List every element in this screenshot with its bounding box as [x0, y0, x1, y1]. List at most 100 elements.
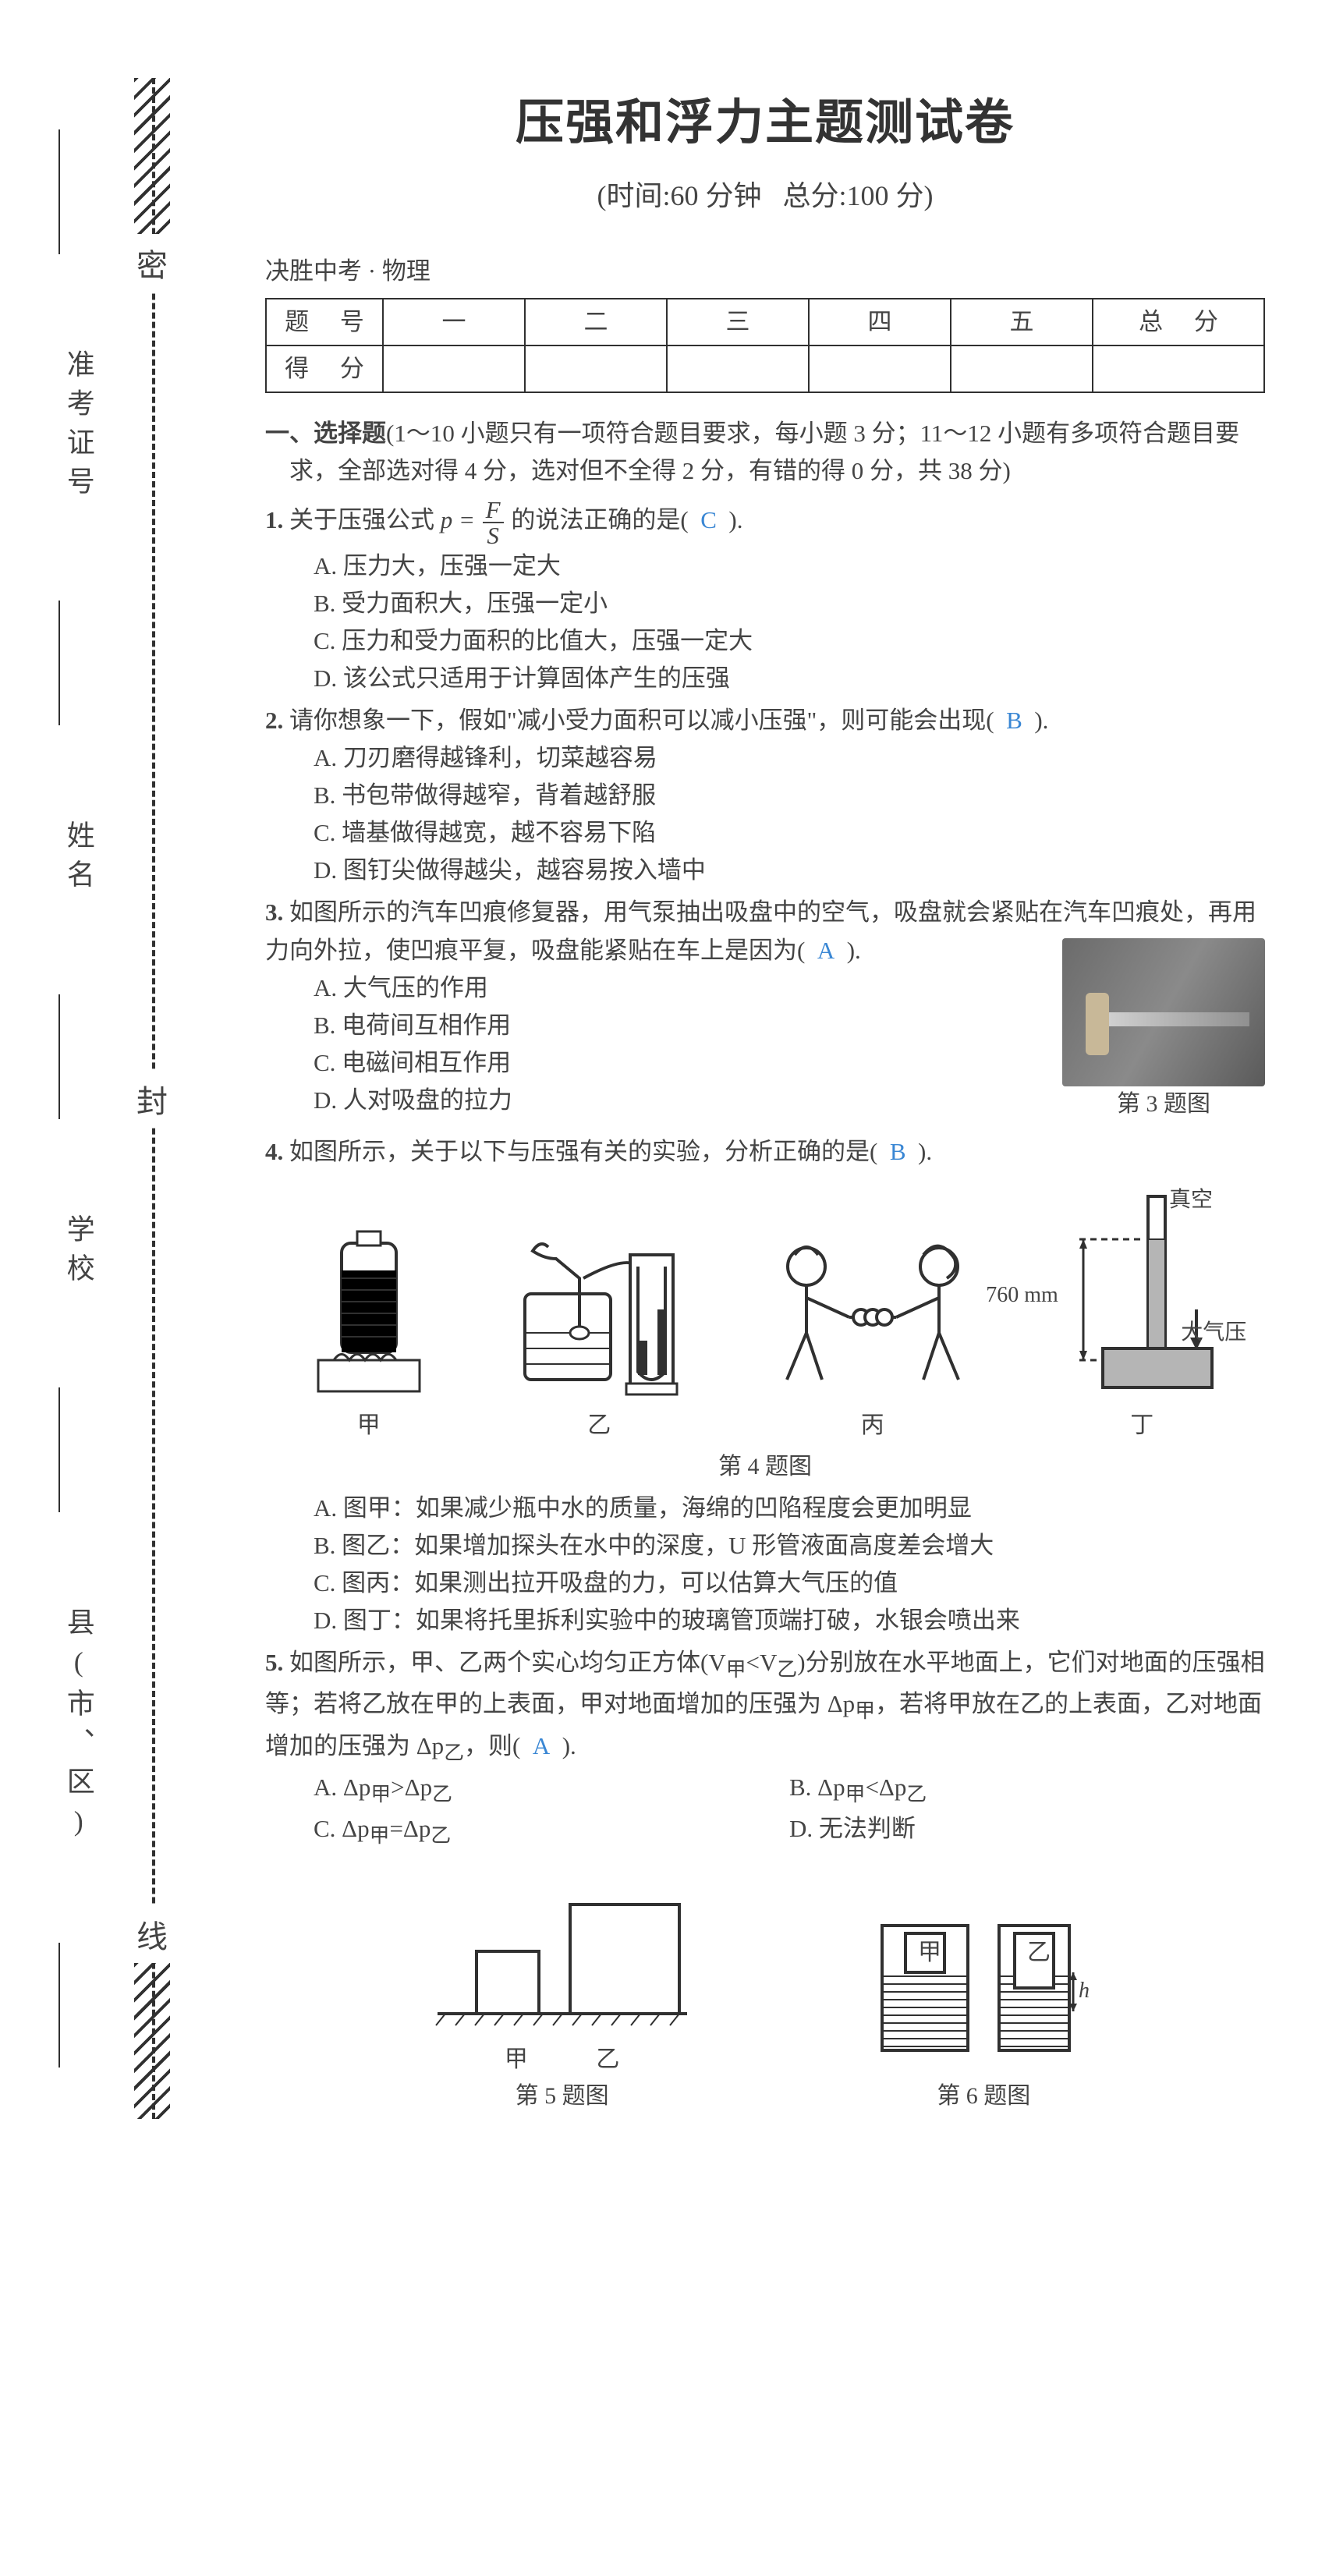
q1-opt-d: D. 该公式只适用于计算固体产生的压强: [314, 660, 1265, 697]
q4-figure-caption: 第 4 题图: [265, 1449, 1265, 1486]
q5-fig-labels: 甲 乙: [422, 2042, 703, 2078]
liquid-columns-icon: 甲 乙 h: [859, 1902, 1108, 2074]
q1-opt-a: A. 压力大，压强一定大: [314, 547, 1265, 585]
q1-answer: C: [700, 506, 717, 533]
exam-content: 压强和浮力主题测试卷 (时间:60 分钟 总分:100 分) 决胜中考 · 物理…: [234, 78, 1281, 2119]
seal-char-feng: 封: [133, 1070, 171, 1128]
q3-number: 3.: [265, 898, 283, 926]
q1-opt-c: C. 压力和受力面积的比值大，压强一定大: [314, 622, 1265, 660]
q2-options: A. 刀刃磨得越锋利，切菜越容易 B. 书包带做得越窄，背着越舒服 C. 墙基做…: [265, 739, 1265, 889]
total-score: 总分:100 分): [783, 180, 934, 211]
q4-stem: 如图所示，关于以下与压强有关的实验，分析正确的是(: [289, 1138, 877, 1165]
q4-fig-d: 真空 丁 760 mm大气压: [1056, 1185, 1228, 1444]
q5-q6-figure-row: 甲 乙 第 5 题图 甲 乙: [265, 1866, 1265, 2114]
q5-stem-a: 如图所示，甲、乙两个实心均匀正方体(V: [289, 1649, 726, 1676]
hatch-decoration: [134, 78, 170, 234]
q3-figure: 第 3 题图: [1062, 938, 1265, 1123]
q2-stem: 请你想象一下，假如"减小受力面积可以减小压强"，则可能会出现(: [289, 707, 994, 734]
fig6-label-b: 乙: [1027, 1940, 1051, 1965]
q2-opt-a: A. 刀刃磨得越锋利，切菜越容易: [314, 739, 1265, 777]
q4-fig-a: 甲: [303, 1224, 435, 1444]
q6-figure-caption: 第 6 题图: [859, 2078, 1108, 2115]
exam-page: 准考证号 姓名 学校 县(市、区) 密 封 线 压强和浮力主题测试卷 (时间:6…: [0, 47, 1343, 2150]
q5-number: 5.: [265, 1649, 283, 1676]
exam-subtitle: (时间:60 分钟 总分:100 分): [265, 175, 1265, 218]
section-1-desc: (1～10 小题只有一项符合题目要求，每小题 3 分；11～12 小题有多项符合…: [289, 420, 1239, 484]
score-table: 题 号 一 二 三 四 五 总 分 得 分: [265, 298, 1265, 393]
hatch-decoration: [134, 1963, 170, 2119]
student-info-column: 准考证号 姓名 学校 县(市、区): [47, 78, 109, 2119]
annot-atm: 大气压: [1181, 1316, 1246, 1349]
seal-line-column: 密 封 线: [109, 78, 195, 2119]
q5-opt-c: C. Δp甲=Δp乙: [314, 1810, 789, 1851]
field-name: 姓名: [62, 820, 94, 898]
question-4: 4. 如图所示，关于以下与压强有关的实验，分析正确的是( B ).: [265, 1133, 1265, 1639]
table-row: 题 号 一 二 三 四 五 总 分: [266, 299, 1264, 345]
seal-char-xian: 线: [133, 1905, 171, 1963]
two-cubes-icon: [422, 1866, 703, 2037]
th-3: 三: [667, 299, 809, 345]
q1-stem: 关于压强公式: [289, 506, 434, 533]
q4-figure-row: 甲 乙: [265, 1185, 1265, 1444]
manometer-icon: [509, 1224, 689, 1403]
book-title: 决胜中考 · 物理: [265, 253, 1265, 290]
q1-stem-c: ).: [728, 506, 742, 533]
svg-text:真空: 真空: [1169, 1187, 1213, 1212]
binding-margin: 准考证号 姓名 学校 县(市、区) 密 封 线: [47, 78, 234, 2119]
tug-of-war-icon: [764, 1224, 982, 1403]
th-4: 四: [809, 299, 951, 345]
th-5: 五: [951, 299, 1093, 345]
q3-stem-c: ).: [847, 937, 861, 964]
q4-number: 4.: [265, 1138, 283, 1165]
q4-stem-c: ).: [918, 1138, 932, 1165]
q2-opt-c: C. 墙基做得越宽，越不容易下陷: [314, 814, 1265, 852]
question-3: 3. 如图所示的汽车凹痕修复器，用气泵抽出吸盘中的空气，吸盘就会紧贴在汽车凹痕处…: [265, 894, 1265, 1129]
section-1-heading: 一、选择题(1～10 小题只有一项符合题目要求，每小题 3 分；11～12 小题…: [265, 415, 1265, 490]
td-score-label: 得 分: [266, 345, 383, 392]
field-school: 学校: [62, 1214, 94, 1292]
table-row: 得 分: [266, 345, 1264, 392]
seal-char-mi: 密: [133, 234, 171, 292]
q4-opt-b: B. 图乙：如果增加探头在水中的深度，U 形管液面高度差会增大: [314, 1527, 1265, 1564]
fig6-label-h: h: [1079, 1979, 1090, 2003]
question-5: 5. 如图所示，甲、乙两个实心均匀正方体(V甲<V乙)分别放在水平地面上，它们对…: [265, 1644, 1265, 2114]
q4-options: A. 图甲：如果减少瓶中水的质量，海绵的凹陷程度会更加明显 B. 图乙：如果增加…: [265, 1490, 1265, 1639]
q5-opt-b: B. Δp甲<Δp乙: [789, 1769, 1265, 1810]
q4-fig-b: 乙: [509, 1224, 689, 1444]
q2-opt-d: D. 图钉尖做得越尖，越容易按入墙中: [314, 852, 1265, 889]
th-2: 二: [525, 299, 667, 345]
q1-stem-b: 的说法正确的是(: [511, 506, 688, 533]
th-qnum: 题 号: [266, 299, 383, 345]
q4-answer: B: [890, 1138, 906, 1165]
q2-stem-c: ).: [1034, 707, 1048, 734]
th-1: 一: [383, 299, 525, 345]
q4-label-d: 丁: [1130, 1412, 1153, 1438]
q1-number: 1.: [265, 506, 283, 533]
q1-formula: p = FS: [441, 506, 512, 533]
q2-number: 2.: [265, 707, 283, 734]
annot-760mm: 760 mm: [986, 1278, 1058, 1312]
q5-figure: 甲 乙 第 5 题图: [422, 1866, 703, 2114]
q2-opt-b: B. 书包带做得越窄，背着越舒服: [314, 777, 1265, 814]
q5-opt-a: A. Δp甲>Δp乙: [314, 1769, 789, 1810]
q2-answer: B: [1006, 707, 1022, 734]
q6-figure: 甲 乙 h: [859, 1902, 1108, 2115]
q1-opt-b: B. 受力面积大，压强一定小: [314, 585, 1265, 622]
section-1-label: 一、选择题: [265, 420, 386, 447]
q4-opt-c: C. 图丙：如果测出拉开吸盘的力，可以估算大气压的值: [314, 1564, 1265, 1602]
q4-opt-a: A. 图甲：如果减少瓶中水的质量，海绵的凹陷程度会更加明显: [314, 1490, 1265, 1527]
q5-options: A. Δp甲>Δp乙 B. Δp甲<Δp乙 C. Δp甲=Δp乙 D. 无法判断: [265, 1769, 1265, 1851]
q4-label-b: 乙: [587, 1412, 611, 1438]
question-2: 2. 请你想象一下，假如"减小受力面积可以减小压强"，则可能会出现( B ). …: [265, 702, 1265, 889]
q4-label-a: 甲: [357, 1412, 381, 1438]
field-county: 县(市、区): [62, 1607, 94, 1848]
q3-photo: [1062, 938, 1265, 1086]
q4-opt-d: D. 图丁：如果将托里拆利实验中的玻璃管顶端打破，水银会喷出来: [314, 1602, 1265, 1639]
field-exam-id: 准考证号: [62, 349, 94, 505]
th-total: 总 分: [1093, 299, 1264, 345]
q4-fig-c: 丙: [764, 1224, 982, 1444]
q5-answer: A: [533, 1732, 550, 1759]
exam-title: 压强和浮力主题测试卷: [265, 86, 1265, 161]
q3-figure-caption: 第 3 题图: [1062, 1086, 1265, 1123]
time-limit: (时间:60 分钟: [597, 180, 762, 211]
